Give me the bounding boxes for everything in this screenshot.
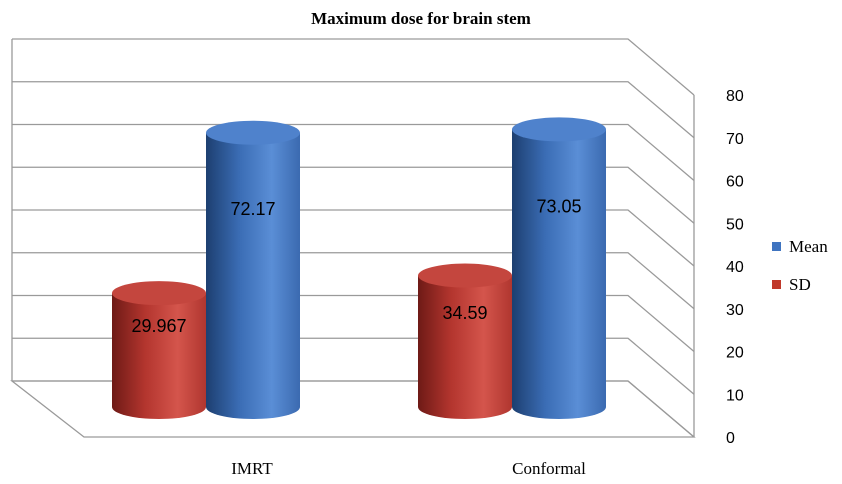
data-label: 72.17 xyxy=(230,199,275,219)
bar: 29.967 xyxy=(112,281,206,419)
data-label: 29.967 xyxy=(131,316,186,336)
legend-label-mean: Mean xyxy=(789,237,828,256)
y-tick-label: 50 xyxy=(726,216,744,233)
bar-body xyxy=(112,293,206,419)
gridline xyxy=(12,38,695,96)
x-category-label: IMRT xyxy=(231,459,273,478)
y-tick-label: 0 xyxy=(726,430,735,447)
bar: 73.05 xyxy=(512,117,606,419)
legend: Mean SD xyxy=(772,237,828,294)
bar-body xyxy=(512,129,606,419)
bar-top xyxy=(112,281,206,306)
bar-top xyxy=(418,263,512,288)
y-tick-label: 40 xyxy=(726,259,744,276)
bar-body xyxy=(418,275,512,419)
data-label: 73.05 xyxy=(536,196,581,216)
y-axis-ticks: 0 10 20 30 40 50 60 70 80 xyxy=(726,88,744,447)
y-tick-label: 30 xyxy=(726,302,744,319)
bar-top xyxy=(206,120,300,145)
chart-title: Maximum dose for brain stem xyxy=(311,9,531,28)
y-tick-label: 60 xyxy=(726,174,744,191)
y-tick-label: 10 xyxy=(726,387,744,404)
bar: 72.17 xyxy=(206,120,300,419)
bar-top xyxy=(512,117,606,142)
y-tick-label: 80 xyxy=(726,88,744,105)
bars: 29.967 72.17 34.59 73.05 xyxy=(112,117,606,419)
y-tick-label: 20 xyxy=(726,345,744,362)
legend-swatch-sd xyxy=(772,280,781,289)
gridline xyxy=(12,81,695,139)
x-axis-categories: IMRT Conformal xyxy=(231,459,586,478)
x-category-label: Conformal xyxy=(512,459,586,478)
data-label: 34.59 xyxy=(442,303,487,323)
y-tick-label: 70 xyxy=(726,131,744,148)
gridline xyxy=(12,123,695,181)
bar: 34.59 xyxy=(418,263,512,419)
legend-swatch-mean xyxy=(772,242,781,251)
legend-label-sd: SD xyxy=(789,275,811,294)
bar-body xyxy=(206,132,300,419)
